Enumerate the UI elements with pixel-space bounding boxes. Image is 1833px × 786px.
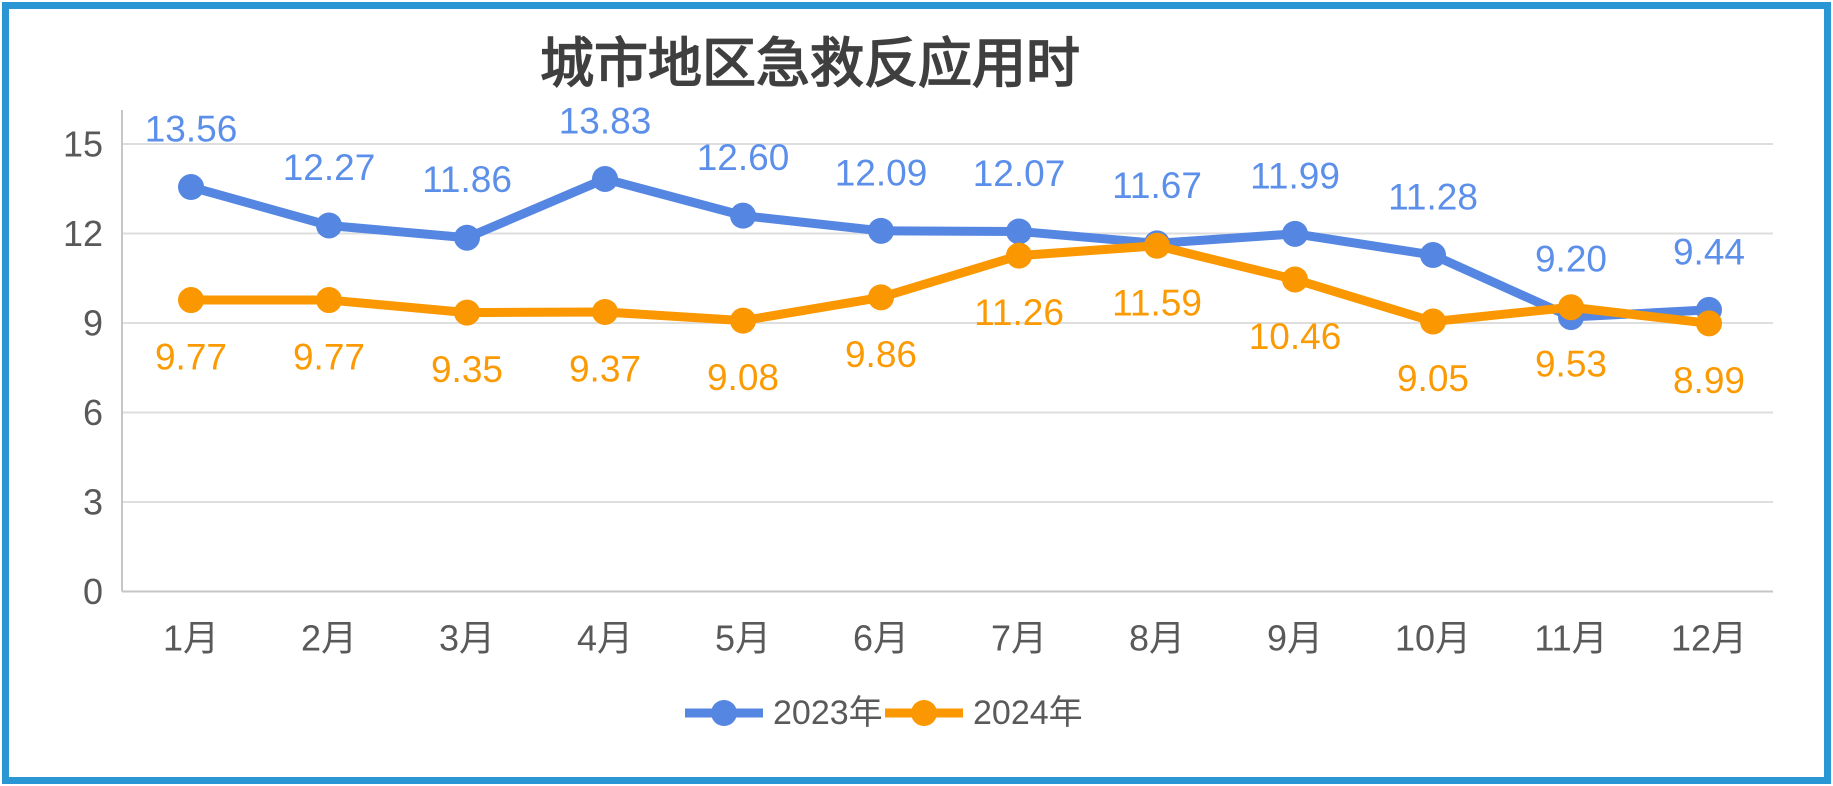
x-axis-label: 5月 xyxy=(715,618,771,659)
data-point-2024年[interactable] xyxy=(316,287,342,314)
data-label-2024年: 11.59 xyxy=(1112,282,1202,323)
y-axis-tick-label: 15 xyxy=(63,124,103,165)
data-label-2024年: 9.05 xyxy=(1397,358,1469,399)
data-point-2024年[interactable] xyxy=(730,307,756,334)
legend-dot-marker xyxy=(711,700,737,726)
legend-item-2023年[interactable]: 2023年 xyxy=(685,694,883,732)
x-axis-label: 9月 xyxy=(1267,618,1323,659)
data-label-2023年: 12.27 xyxy=(283,147,376,188)
data-label-2023年: 12.60 xyxy=(697,137,790,178)
data-point-2024年[interactable] xyxy=(178,287,204,314)
series-line-2023年 xyxy=(186,174,1714,322)
x-axis-label: 2月 xyxy=(301,618,357,659)
x-axis-label: 12月 xyxy=(1671,618,1747,659)
data-point-2023年[interactable] xyxy=(868,217,894,244)
data-label-2023年: 11.67 xyxy=(1112,165,1202,206)
x-axis-label: 3月 xyxy=(439,618,495,659)
data-label-2023年: 13.83 xyxy=(559,100,652,141)
data-point-2023年[interactable] xyxy=(1282,220,1308,247)
x-axis-label: 8月 xyxy=(1129,618,1185,659)
data-label-2024年: 9.77 xyxy=(155,337,227,378)
y-axis-tick-label: 3 xyxy=(83,482,103,523)
data-label-2024年: 9.35 xyxy=(431,349,503,390)
data-point-2024年[interactable] xyxy=(1558,294,1584,321)
data-label-2024年: 9.37 xyxy=(569,348,641,389)
data-point-2024年[interactable] xyxy=(868,284,894,311)
data-point-2024年[interactable] xyxy=(1282,266,1308,293)
x-axis-label: 10月 xyxy=(1395,618,1471,659)
data-label-2023年: 12.07 xyxy=(973,153,1066,194)
data-point-2023年[interactable] xyxy=(1420,242,1446,269)
y-axis-tick-label: 12 xyxy=(63,213,103,254)
data-label-2023年: 9.44 xyxy=(1673,231,1745,272)
y-axis-tick-label: 9 xyxy=(83,303,103,344)
legend-dot-marker xyxy=(911,700,937,726)
data-point-2023年[interactable] xyxy=(730,202,756,229)
data-label-2024年: 9.77 xyxy=(293,337,365,378)
data-label-2023年: 12.09 xyxy=(835,152,928,193)
x-axis-label: 6月 xyxy=(853,618,909,659)
data-point-2024年[interactable] xyxy=(454,299,480,326)
data-point-2023年[interactable] xyxy=(592,165,618,192)
data-label-2024年: 10.46 xyxy=(1249,316,1342,357)
data-label-2023年: 11.28 xyxy=(1388,177,1478,218)
data-point-2023年[interactable] xyxy=(316,212,342,239)
series-line-2024年 xyxy=(186,241,1714,328)
data-label-2023年: 11.99 xyxy=(1250,155,1340,196)
data-label-2023年: 11.86 xyxy=(422,159,512,200)
x-axis-label: 11月 xyxy=(1534,618,1607,659)
data-label-2024年: 8.99 xyxy=(1673,360,1745,401)
data-point-2023年[interactable] xyxy=(454,224,480,251)
chart-title: 城市地区急救反应用时 xyxy=(540,34,1080,94)
data-label-2023年: 9.20 xyxy=(1535,239,1607,280)
data-label-2024年: 9.08 xyxy=(707,357,779,398)
legend-label: 2023年 xyxy=(773,694,883,732)
data-point-2024年[interactable] xyxy=(1696,310,1722,337)
x-axis-label: 4月 xyxy=(577,618,633,659)
x-axis-label: 7月 xyxy=(991,618,1047,659)
legend-label: 2024年 xyxy=(973,694,1083,732)
data-label-2024年: 9.86 xyxy=(845,334,917,375)
legend-item-2024年[interactable]: 2024年 xyxy=(885,694,1083,732)
data-label-2023年: 13.56 xyxy=(145,109,238,150)
y-axis-tick-label: 0 xyxy=(83,571,103,612)
x-axis-label: 1月 xyxy=(163,618,219,659)
data-point-2024年[interactable] xyxy=(1006,242,1032,269)
data-point-2024年[interactable] xyxy=(592,298,618,325)
data-point-2024年[interactable] xyxy=(1420,308,1446,335)
y-axis-tick-label: 6 xyxy=(83,392,103,433)
data-point-2023年[interactable] xyxy=(1006,218,1032,245)
data-label-2024年: 9.53 xyxy=(1535,344,1607,385)
data-point-2024年[interactable] xyxy=(1144,232,1170,259)
data-label-2024年: 11.26 xyxy=(974,292,1064,333)
data-point-2023年[interactable] xyxy=(178,174,204,201)
